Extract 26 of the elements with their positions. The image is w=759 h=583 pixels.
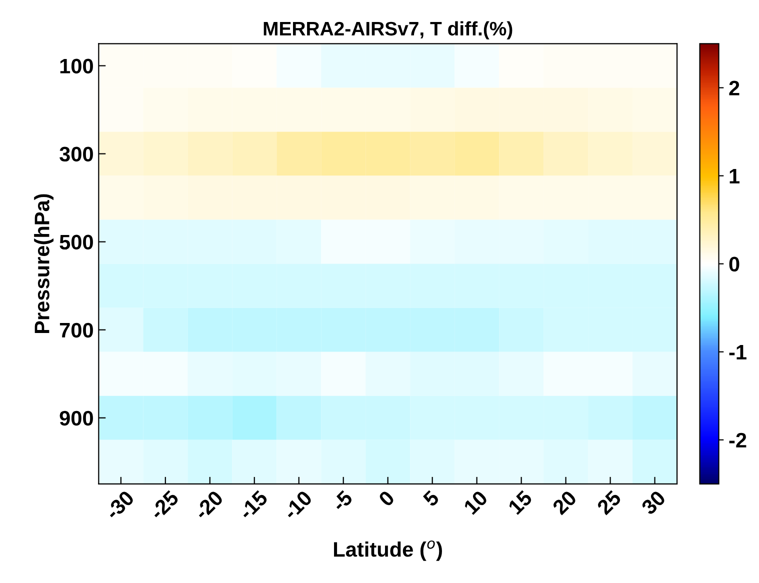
x-tick-label: -30 — [104, 490, 135, 520]
x-tick-label: 20 — [552, 490, 578, 516]
chart-title: MERRA2-AIRSv7, T diff.(%) — [264, 21, 512, 40]
y-tick-label: 300 — [60, 146, 93, 162]
x-tick-label: -20 — [193, 490, 224, 520]
x-tick-label: 0 — [378, 490, 396, 508]
x-axis-title: Latitude ($^{o}$) — [334, 540, 442, 561]
x-tick-label: 10 — [463, 490, 488, 516]
color-bar-label: 2 — [729, 80, 740, 96]
x-tick-label: -10 — [282, 490, 313, 520]
x-tick-label: 25 — [596, 490, 622, 516]
x-tick-label: 30 — [640, 490, 666, 516]
x-tick-label: -15 — [238, 490, 269, 520]
x-tick-label: 15 — [508, 490, 534, 516]
x-tick-label: 5 — [422, 490, 440, 508]
y-tick-label: 500 — [60, 234, 93, 250]
color-bar-label: 1 — [730, 168, 740, 184]
color-bar-label: -2 — [729, 432, 746, 448]
color-bar-label: 0 — [729, 256, 740, 272]
y-tick-label: 700 — [60, 322, 93, 338]
color-bar-label: -1 — [729, 345, 746, 360]
x-tick-label: -5 — [331, 490, 354, 512]
y-axis-title: Pressure(hPa) — [34, 194, 54, 334]
y-tick-label: 100 — [60, 58, 93, 74]
x-tick-label: -25 — [148, 490, 180, 520]
y-tick-label: 900 — [60, 410, 93, 426]
